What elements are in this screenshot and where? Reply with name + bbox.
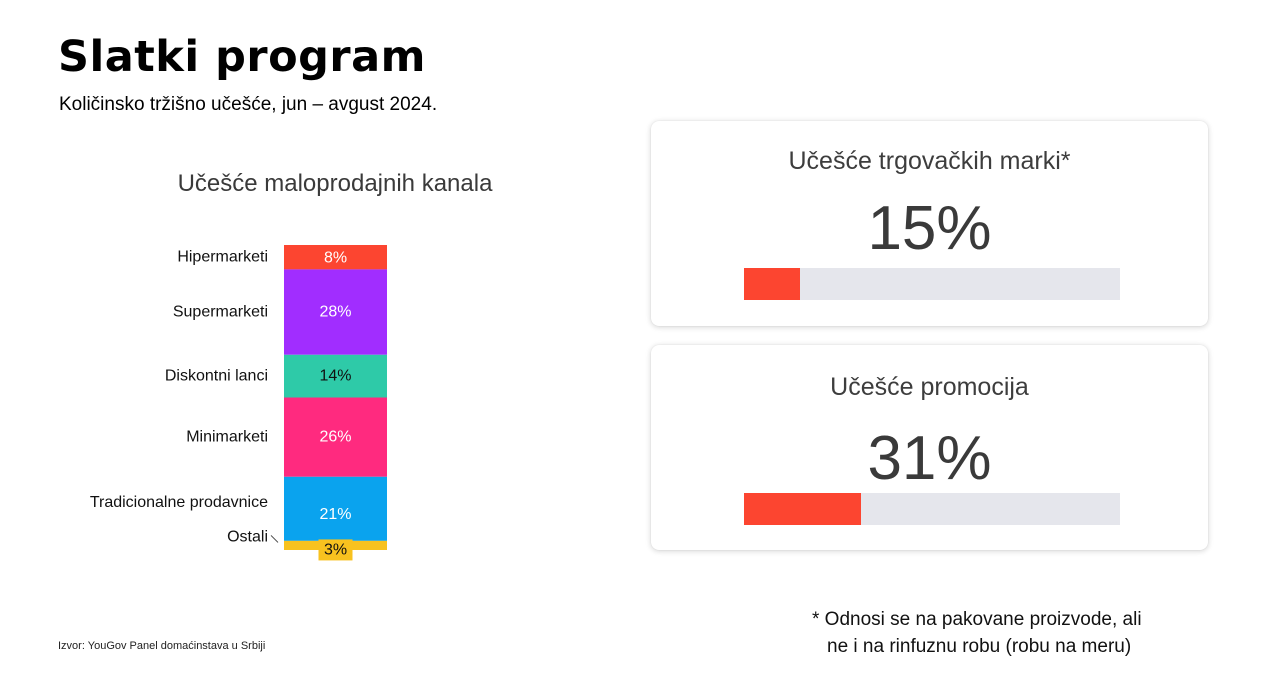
segment-diskontni-lanci [284,354,387,398]
private-label-share-card: Učešće trgovačkih marki* 15% [651,121,1208,326]
value-label-supermarketi: 28% [319,303,351,320]
footnote: * Odnosi se na pakovane proizvode, ali n… [812,606,1142,660]
promotion-share-card: Učešće promocija 31% [651,345,1208,550]
page-title: Slatki program [58,32,426,82]
value-label-tradicionalne-prodavnice: 21% [319,506,351,523]
category-label-diskontni-lanci: Diskontni lanci [165,367,268,384]
segment-tradicionalne-prodavnice [284,476,387,541]
segment-hipermarketi [284,245,387,270]
category-label-supermarketi: Supermarketi [173,303,268,320]
segment-minimarketi [284,397,387,477]
source-note: Izvor: YouGov Panel domaćinstava u Srbij… [58,640,266,652]
ostali-value-box [318,539,353,561]
value-label-diskontni-lanci: 14% [319,367,351,384]
footnote-line-2: ne i na rinfuznu robu (robu na meru) [827,636,1132,657]
value-label-hipermarketi: 8% [324,249,347,266]
private-label-share-fill [744,268,801,300]
private-label-share-value: 15% [867,194,992,263]
category-label-hipermarketi: Hipermarketi [177,248,268,265]
value-label-minimarketi: 26% [319,428,351,445]
private-label-share-label: Učešće trgovačkih marki* [788,147,1071,175]
category-label-minimarketi: Minimarketi [186,428,268,445]
category-label-tradicionalne-prodavnice: Tradicionalne prodavnice [90,494,268,511]
promotion-share-label: Učešće promocija [830,373,1029,401]
promotion-share-track [744,493,1120,525]
segment-supermarketi [284,269,387,355]
stacked-bar-chart: Hipermarketi 8% Supermarketi 28% Diskontni l… [90,245,387,561]
page-subtitle: Količinsko tržišno učešće, jun – avgust … [59,94,438,115]
promotion-share-fill [744,493,861,525]
private-label-share-track [744,268,1120,300]
ostali-leader-line [270,535,279,543]
category-label-ostali: Ostali [227,529,268,546]
chart-title: Učešće maloprodajnih kanala [177,170,493,197]
footnote-line-1: * Odnosi se na pakovane proizvode, ali [812,609,1142,630]
promotion-share-value: 31% [867,424,992,493]
value-label-ostali: 3% [324,542,347,559]
